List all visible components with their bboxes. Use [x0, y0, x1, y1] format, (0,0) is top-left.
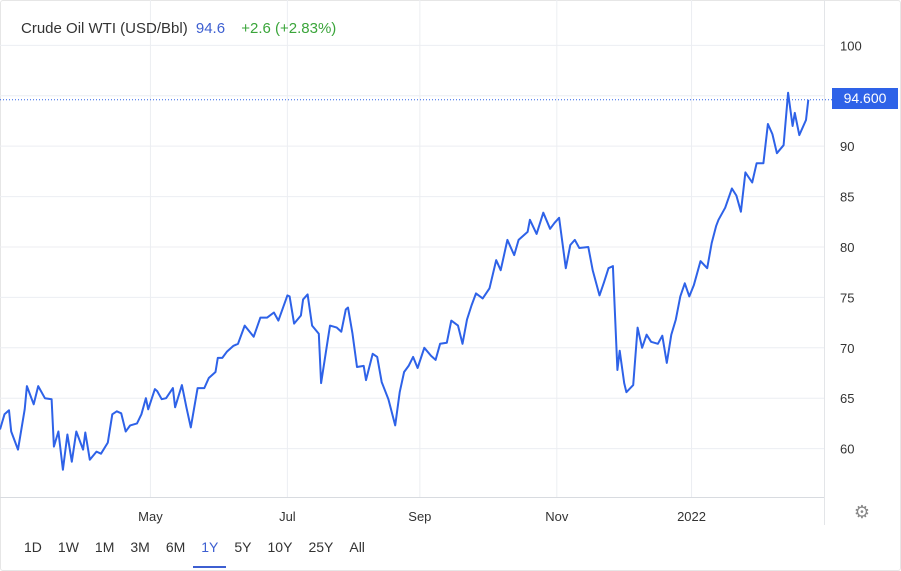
range-button-3m[interactable]: 3M: [130, 539, 150, 555]
grid: [0, 0, 824, 497]
range-button-25y[interactable]: 25Y: [308, 539, 334, 555]
range-button-1w[interactable]: 1W: [57, 539, 79, 555]
range-button-1d[interactable]: 1D: [24, 539, 42, 555]
y-tick-label: 70: [840, 341, 854, 356]
chart-title: Crude Oil WTI (USD/Bbl) 94.6 +2.6 (+2.83…: [21, 20, 336, 37]
current-price: 94.6: [195, 20, 226, 37]
range-button-all[interactable]: All: [349, 539, 365, 555]
axes: 60 65 70 75 80 85 90 100 May Jul Sep Nov 2022: [0, 0, 862, 525]
x-tick-label: Sep: [408, 509, 431, 524]
range-button-1m[interactable]: 1M: [94, 539, 115, 555]
y-tick-label: 100: [840, 38, 862, 53]
y-tick-label: 60: [840, 442, 854, 457]
range-button-6m[interactable]: 6M: [165, 539, 186, 555]
range-button-10y[interactable]: 10Y: [267, 539, 293, 555]
x-tick-label: May: [138, 509, 163, 524]
x-tick-label: Nov: [545, 509, 569, 524]
instrument-name: Crude Oil WTI (USD/Bbl): [21, 20, 188, 37]
range-selector: 1D 1W 1M 3M 6M 1Y 5Y 10Y 25Y All: [16, 538, 373, 568]
last-price-tag: 94.600: [832, 88, 898, 109]
y-tick-label: 85: [840, 190, 854, 205]
y-tick-label: 65: [840, 391, 854, 406]
price-change: +2.6 (+2.83%): [241, 20, 337, 37]
range-button-1y[interactable]: 1Y: [193, 538, 227, 568]
x-tick-label: Jul: [279, 509, 296, 524]
plot-area: [0, 91, 832, 471]
settings-gear-icon[interactable]: ⚙: [853, 502, 871, 522]
price-series-line: [0, 91, 810, 471]
y-tick-label: 90: [840, 139, 854, 154]
x-tick-label: 2022: [677, 509, 706, 524]
y-tick-label: 80: [840, 240, 854, 255]
y-tick-label: 75: [840, 290, 854, 305]
range-button-5y[interactable]: 5Y: [234, 539, 252, 555]
